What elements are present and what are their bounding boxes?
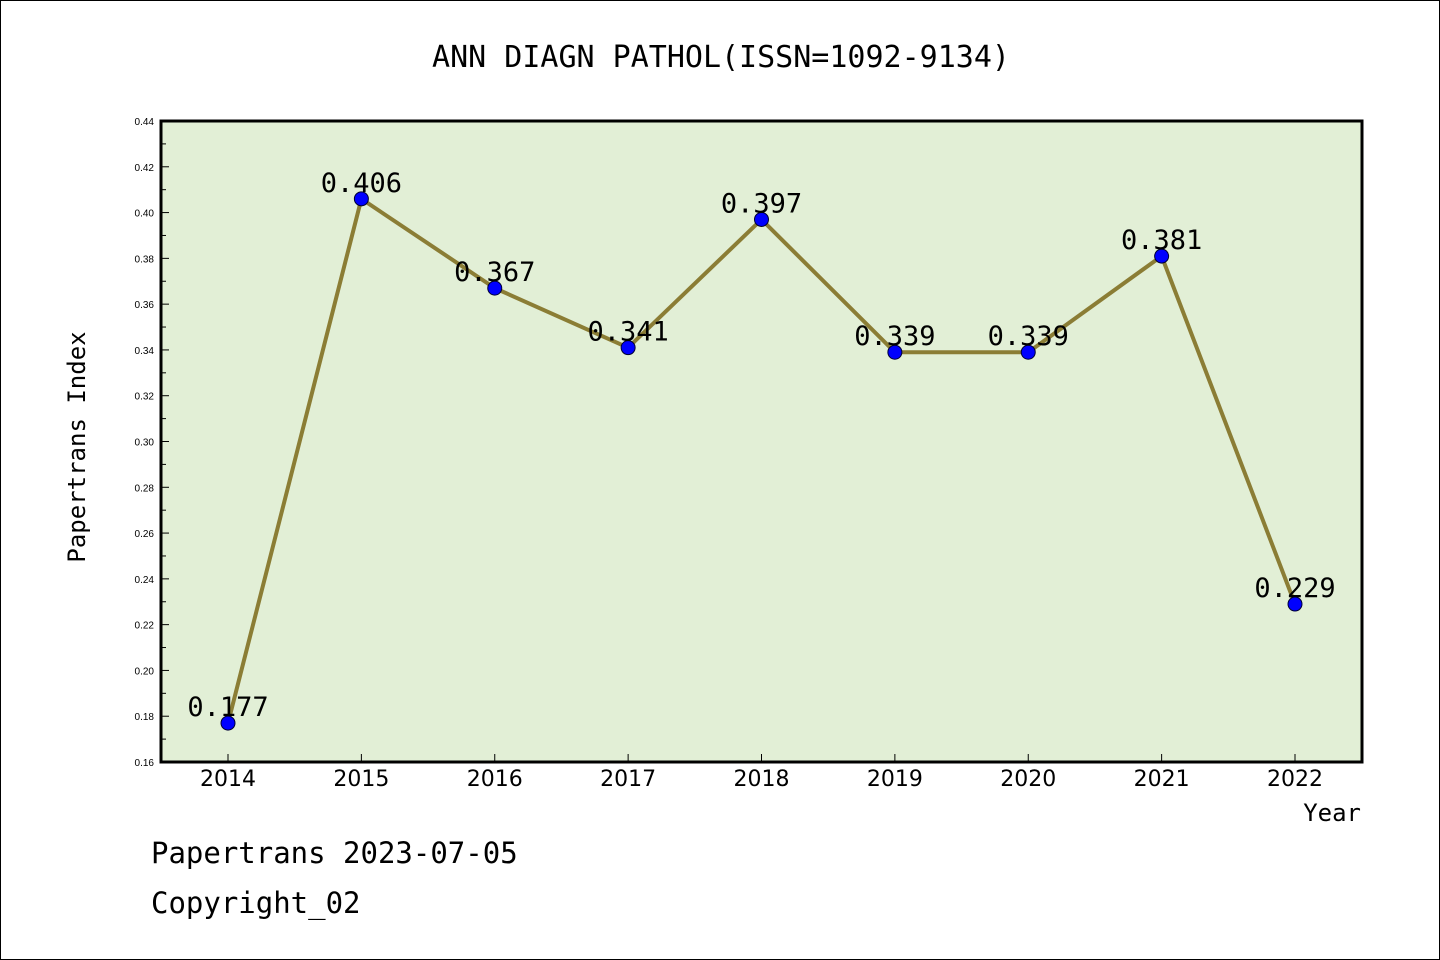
data-label: 0.367 [454, 257, 535, 288]
x-tick-label: 2017 [600, 767, 656, 792]
y-tick-label: 0.28 [135, 483, 155, 494]
data-label: 0.339 [988, 321, 1069, 352]
x-tick-label: 2015 [333, 767, 389, 792]
chart-title: ANN DIAGN PATHOL(ISSN=1092-9134) [432, 40, 1010, 75]
data-label: 0.229 [1254, 573, 1335, 604]
data-label: 0.406 [321, 168, 402, 199]
y-tick-label: 0.26 [135, 529, 155, 540]
x-tick-label: 2020 [1000, 767, 1056, 792]
y-tick-label: 0.38 [135, 254, 155, 265]
data-label: 0.397 [721, 188, 802, 219]
data-point [353, 191, 369, 207]
data-label: 0.339 [854, 321, 935, 352]
x-axis-ticks: 2014 2015 2016 2017 2018 2019 2020 2021 2022 [200, 754, 1323, 792]
footer-copyright: Copyright_02 [151, 886, 361, 920]
y-tick-label: 0.32 [135, 392, 155, 403]
y-tick-label: 0.18 [135, 712, 155, 723]
y-tick-label: 0.24 [135, 575, 155, 586]
x-axis-label: Year [1303, 799, 1361, 827]
data-label: 0.381 [1121, 225, 1202, 256]
y-tick-label: 0.16 [135, 758, 155, 769]
x-tick-label: 2014 [200, 767, 256, 792]
data-point [1154, 248, 1170, 264]
x-tick-label: 2022 [1267, 767, 1323, 792]
data-point [220, 715, 236, 731]
x-tick-label: 2016 [467, 767, 523, 792]
y-tick-label: 0.44 [135, 117, 155, 128]
data-label: 0.341 [587, 317, 668, 348]
data-point [1287, 596, 1303, 612]
data-point [887, 344, 903, 360]
y-tick-label: 0.34 [135, 346, 155, 357]
y-tick-label: 0.22 [135, 621, 155, 632]
footer-date: Papertrans 2023-07-05 [151, 836, 518, 870]
data-point [487, 280, 503, 296]
x-tick-label: 2018 [734, 767, 790, 792]
y-tick-label: 0.42 [135, 163, 155, 174]
data-point [1020, 344, 1036, 360]
data-markers [220, 191, 1303, 731]
data-point [754, 211, 769, 227]
y-tick-label: 0.30 [135, 438, 155, 449]
plot-border [159, 119, 1364, 764]
plot-area [161, 121, 1362, 762]
y-axis-label: Papertrans Index [63, 331, 91, 562]
x-tick-label: 2019 [867, 767, 923, 792]
y-tick-label: 0.40 [135, 209, 155, 220]
data-labels: 0.177 0.406 0.367 0.341 0.397 0.339 0.339 0.381… [187, 168, 1335, 723]
y-tick-label: 0.36 [135, 300, 155, 311]
x-tick-label: 2021 [1134, 767, 1190, 792]
y-tick-label: 0.20 [135, 666, 155, 677]
data-point [620, 340, 636, 356]
data-label: 0.177 [187, 692, 268, 723]
